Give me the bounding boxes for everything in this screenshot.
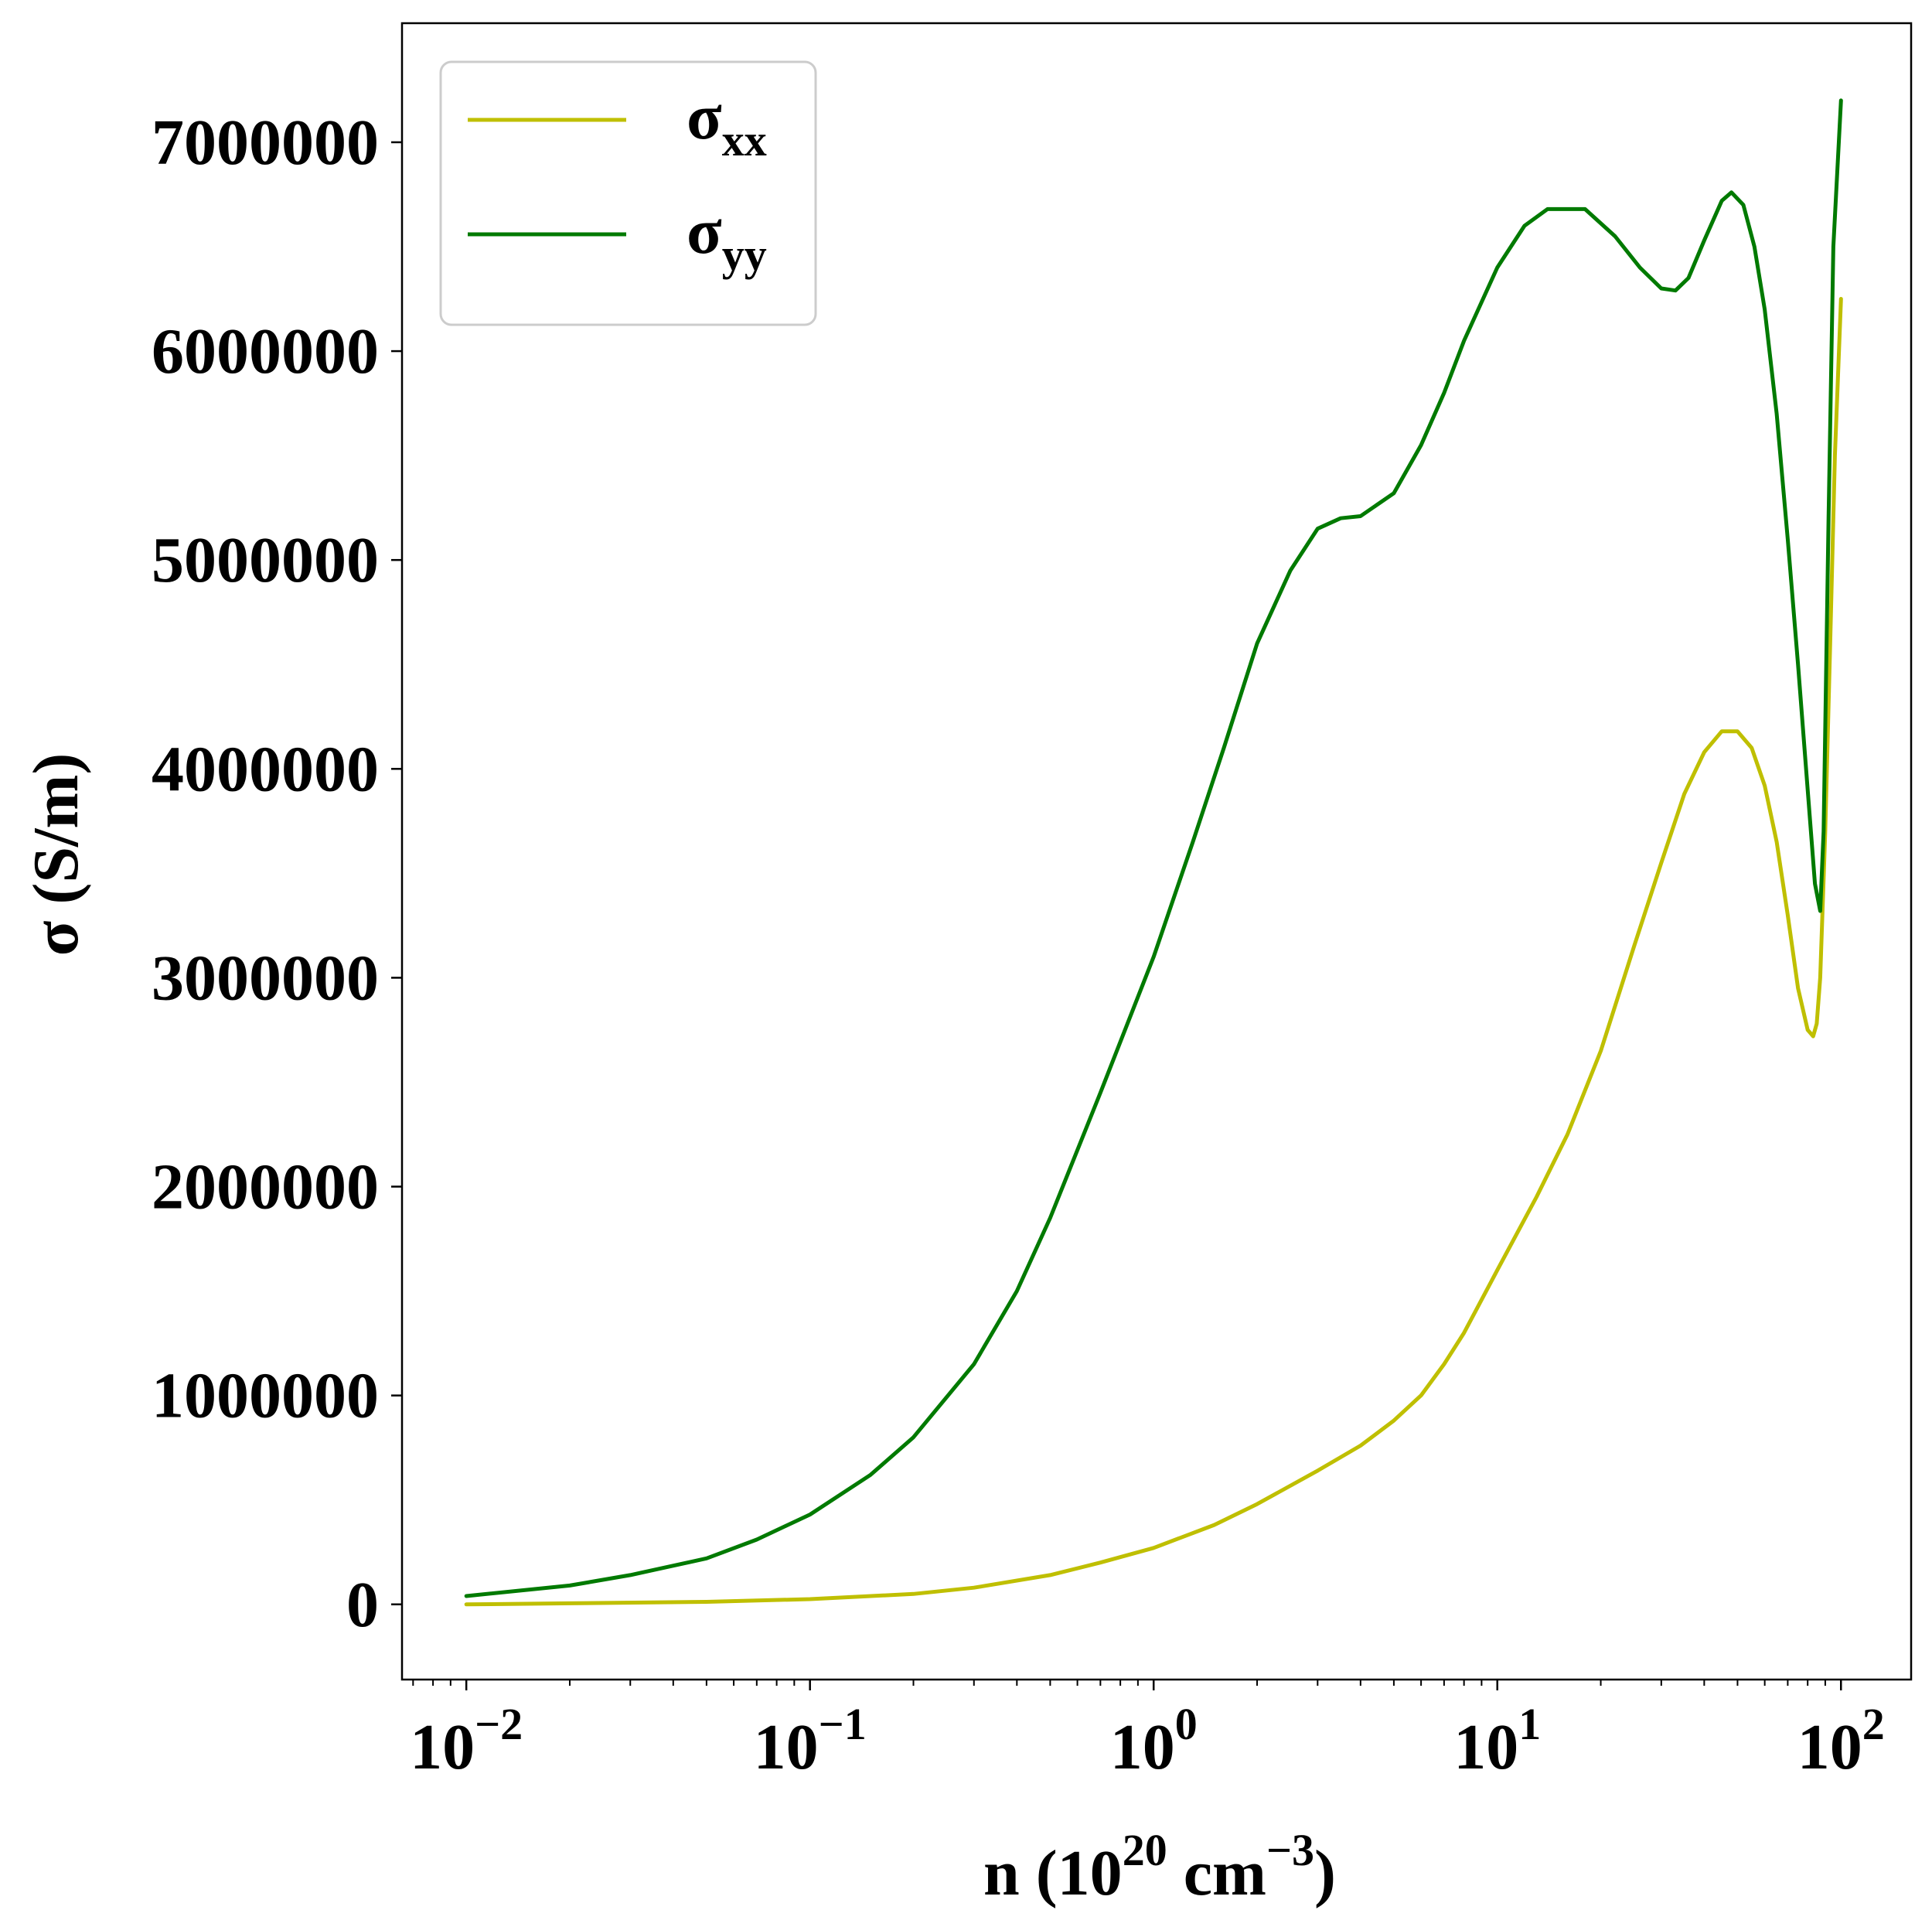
- legend-label-yy: σyy: [687, 196, 767, 280]
- x-axis-label: n (1020 cm−3): [983, 1825, 1336, 1909]
- x-axis-label-exp1: 20: [1123, 1825, 1167, 1875]
- x-axis-label-exp2: −3: [1266, 1825, 1314, 1875]
- legend-label-subscript: xx: [722, 115, 767, 165]
- plot-lines: [464, 98, 1843, 1607]
- x-tick-label-base: 10: [1453, 1711, 1518, 1783]
- x-tick-label-exp: −1: [819, 1699, 867, 1749]
- x-tick-label-base: 10: [754, 1711, 819, 1783]
- x-tick-label-base: 10: [1110, 1711, 1175, 1783]
- legend-label-xx: σxx: [687, 81, 767, 165]
- x-tick-label: 10−1: [754, 1699, 867, 1783]
- y-axis-ticks: 0 1000000 2000000 3000000 4000000 5000000 6000…: [152, 107, 402, 1641]
- series-line-yy: [464, 98, 1843, 1598]
- x-tick-label-exp: 2: [1862, 1699, 1885, 1749]
- x-tick-label: 10−2: [410, 1699, 523, 1783]
- y-tick-label: 3000000: [152, 942, 379, 1014]
- x-tick-label: 101: [1453, 1699, 1541, 1783]
- x-axis-label-base: n (10: [983, 1837, 1123, 1909]
- plot-frame: [400, 22, 1913, 1681]
- x-axis-label-end: ): [1314, 1837, 1336, 1909]
- series-line-xx: [464, 297, 1843, 1607]
- y-tick-label: 0: [346, 1569, 379, 1641]
- legend-label-symbol: σ: [687, 196, 722, 268]
- x-tick-label: 100: [1110, 1699, 1198, 1783]
- legend-box: [439, 60, 817, 326]
- y-tick-label: 6000000: [152, 315, 379, 387]
- y-axis-label: σ (S/m): [20, 753, 92, 957]
- x-tick-label-exp: −2: [475, 1699, 523, 1749]
- x-axis-label-mid: cm: [1167, 1837, 1266, 1909]
- x-tick-label-base: 10: [410, 1711, 475, 1783]
- x-tick-label-exp: 0: [1175, 1699, 1198, 1749]
- y-tick-label: 2000000: [152, 1151, 379, 1223]
- y-tick-label: 4000000: [152, 733, 379, 805]
- y-tick-label: 1000000: [152, 1360, 379, 1432]
- x-tick-label: 102: [1797, 1699, 1885, 1783]
- x-tick-label-base: 10: [1797, 1711, 1862, 1783]
- x-tick-label-exp: 1: [1518, 1699, 1541, 1749]
- x-axis-ticks: 10−2 10−1 100 101 102: [410, 1680, 1885, 1783]
- y-tick-label: 7000000: [152, 107, 379, 179]
- y-tick-label: 5000000: [152, 524, 379, 596]
- legend-label-symbol: σ: [687, 81, 722, 153]
- legend-label-subscript: yy: [722, 230, 767, 280]
